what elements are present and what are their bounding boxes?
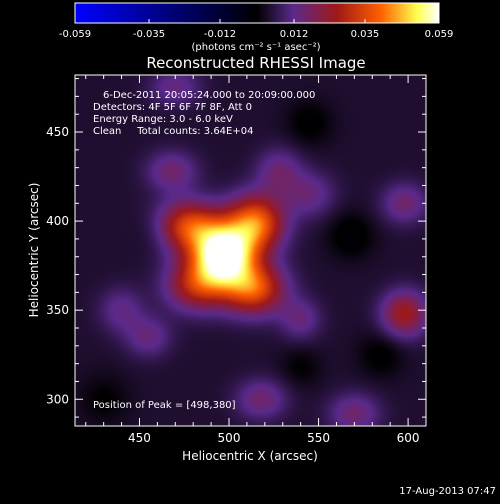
colorbar-tick-label: -0.059	[59, 29, 91, 40]
colorbar-tick-label: 0.059	[425, 29, 454, 40]
colorbar-tick-label: 0.035	[351, 29, 380, 40]
x-tick-label: 450	[128, 431, 151, 445]
y-tick-label: 300	[46, 392, 69, 406]
annotation-block: 6-Dec-2011 20:05:24.000 to 20:09:00.000 …	[93, 90, 315, 411]
x-axis-label: Heliocentric X (arcsec)	[182, 449, 318, 463]
y-tick-label: 400	[46, 214, 69, 228]
colorbar-tick-label: -0.012	[204, 29, 236, 40]
colorbar-tick-label: 0.012	[280, 29, 309, 40]
annotation-clean-counts: Clean Total counts: 3.64E+04	[93, 126, 253, 137]
colorbar-ticks: -0.059 -0.035 -0.012 0.012 0.035 0.059	[59, 19, 453, 40]
axis-ticks: 450 500 550 600 300 350 400 450	[46, 75, 427, 445]
annotation-peak-position: Position of Peak = [498,380]	[93, 400, 236, 411]
footer-timestamp: 17-Aug-2013 07:47	[399, 486, 496, 497]
annotation-energy-range: Energy Range: 3.0 - 6.0 keV	[93, 114, 233, 125]
x-tick-label: 550	[307, 431, 330, 445]
chart-title: Reconstructed RHESSI Image	[146, 54, 365, 72]
colorbar-gradient	[74, 2, 440, 24]
colorbar-tick-label: -0.035	[133, 29, 165, 40]
x-tick-label: 500	[218, 431, 241, 445]
x-tick-label: 600	[397, 431, 420, 445]
heatmap-image	[75, 75, 426, 426]
annotation-detectors: Detectors: 4F 5F 6F 7F 8F, Att 0	[93, 102, 252, 113]
plot-frame	[74, 74, 427, 427]
plot-area: 450 500 550 600 300 350 400 450	[46, 74, 427, 445]
y-tick-label: 350	[46, 303, 69, 317]
annotation-time-range: 6-Dec-2011 20:05:24.000 to 20:09:00.000	[103, 90, 315, 101]
colorbar-unit-label: (photons cm⁻² s⁻¹ asec⁻²)	[191, 42, 320, 53]
colorbar: -0.059 -0.035 -0.012 0.012 0.035 0.059 (photo…	[59, 2, 453, 53]
y-tick-label: 450	[46, 125, 69, 139]
y-axis-label: Heliocentric Y (arcsec)	[27, 183, 41, 318]
